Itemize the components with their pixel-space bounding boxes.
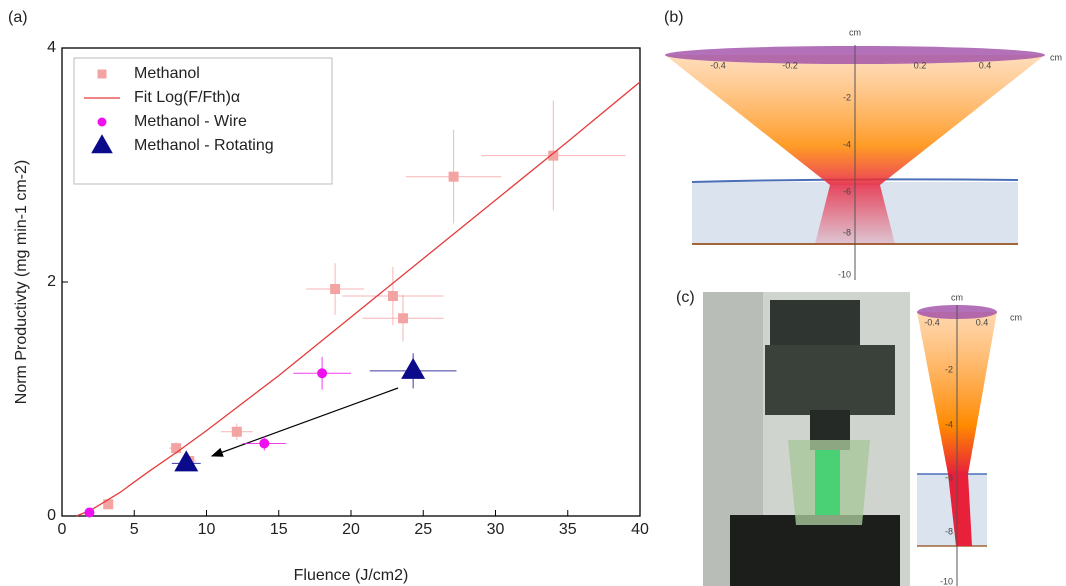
panel-label: (b) [664,9,684,26]
diagram-tick-label: -4 [945,419,953,429]
point [398,313,409,324]
x-tick-label: 25 [414,521,432,538]
diagram-tick-label: -2 [945,364,953,374]
diagram-tick-label: -0.2 [782,60,798,70]
point [259,438,270,449]
diagram-tick-label: 0.4 [979,60,992,70]
x-tick-label: 15 [270,521,288,538]
diagram-tick-label: -2 [843,92,851,102]
diagram-c [917,305,997,586]
point [330,284,341,295]
point [231,426,242,437]
point [103,499,114,510]
panel-label: (c) [676,289,695,306]
unit: cm [1050,52,1062,62]
diagram-tick-label: -4 [843,139,851,149]
diagram-tick-label: -10 [940,576,953,586]
legend-swatch [97,117,107,127]
diagram-tick-label: -0.4 [710,60,726,70]
unit: cm [1010,312,1022,322]
legend-box [73,57,333,185]
diagram-tick-label: -0.4 [924,317,940,327]
point [548,150,559,161]
x-tick-label: 5 [130,521,139,538]
legend-label: Methanol [134,65,200,82]
point [84,507,95,518]
y-tick-label: 2 [47,273,56,290]
legend-swatch [91,134,113,154]
y-axis-label: Norm Productivty (mg min-1 cm-2) [13,160,30,404]
diagram-tick-label: -6 [843,186,851,196]
legend-label: Methanol - Rotating [134,137,274,154]
point [401,357,426,379]
x-tick-label: 10 [198,521,216,538]
legend-label: Methanol - Wire [134,113,247,130]
y-tick-label: 4 [47,39,56,56]
photo [703,292,910,586]
fit-line [76,81,641,517]
x-tick-label: 0 [58,521,67,538]
diagram-tick-label: -6 [945,472,953,482]
x-axis-label: Fluence (J/cm2) [294,567,409,584]
x-tick-label: 30 [487,521,505,538]
diagram-b [665,45,1045,280]
arrow [210,387,399,457]
diagram-tick-label: 0.2 [914,60,927,70]
unit: cm [951,292,963,302]
x-tick-label: 20 [342,521,360,538]
x-tick-label: 40 [631,521,649,538]
legend-swatch [97,69,107,79]
legend-label: Fit Log(F/Fth)α [134,89,240,106]
point [174,450,199,472]
panel-label: (a) [8,9,28,26]
x-tick-label: 35 [559,521,577,538]
point [387,291,398,302]
unit: cm [849,27,861,37]
y-tick-label: 0 [47,507,56,524]
point [317,368,328,379]
diagram-tick-label: -8 [945,526,953,536]
diagram-tick-label: -8 [843,227,851,237]
point [448,171,459,182]
diagram-tick-label: 0.4 [976,317,989,327]
diagram-tick-label: -10 [838,269,851,279]
point [171,443,182,454]
